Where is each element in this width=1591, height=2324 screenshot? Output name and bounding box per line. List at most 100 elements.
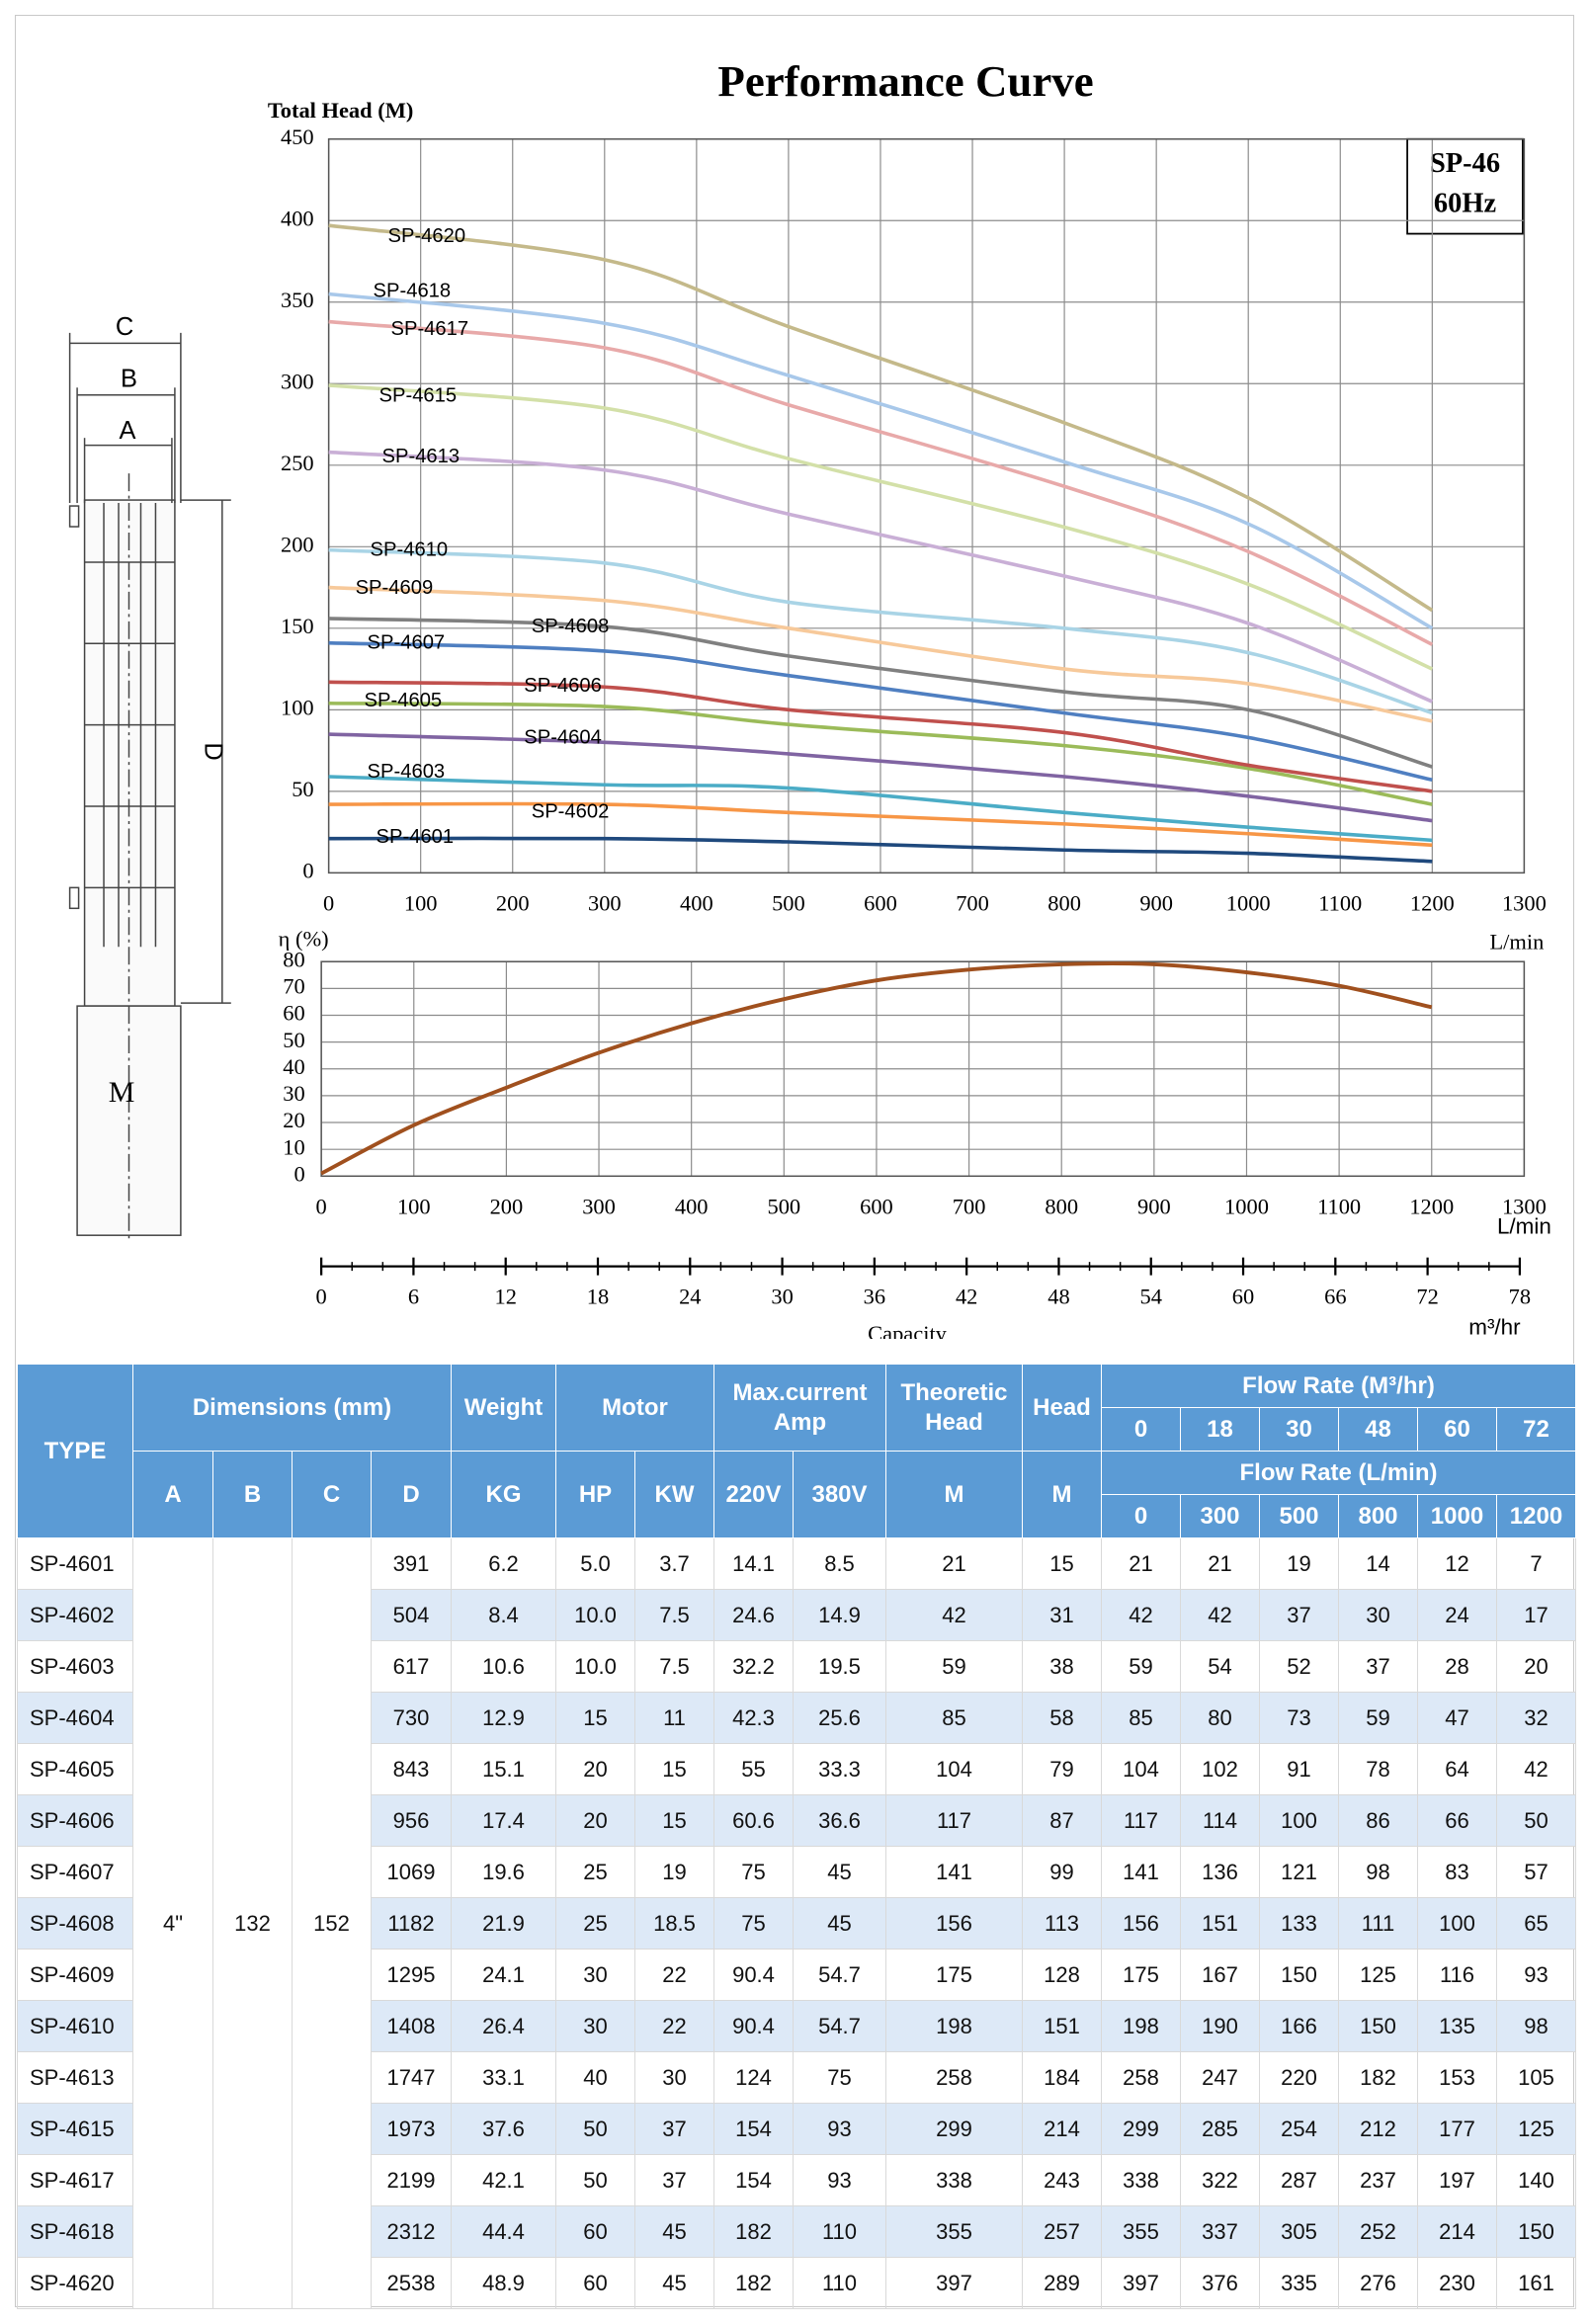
curve-label: SP-4613 bbox=[382, 446, 461, 467]
table-cell: 100 bbox=[1417, 1897, 1497, 1950]
table-cell: 11 bbox=[634, 1692, 714, 1744]
table-cell: 65 bbox=[1496, 1897, 1576, 1950]
header-cell: KG bbox=[451, 1451, 556, 1538]
table-cell: 166 bbox=[1259, 2000, 1339, 2052]
curve-label: SP-4602 bbox=[532, 800, 610, 822]
table-cell: SP-4615 bbox=[17, 2103, 133, 2155]
capacity-tick-label: 36 bbox=[864, 1285, 885, 1309]
header-cell: 220V bbox=[713, 1451, 794, 1538]
table-cell: 117 bbox=[1101, 1794, 1181, 1847]
table-cell: 252 bbox=[1338, 2205, 1418, 2258]
performance-charts: Performance Curve Total Head (M) L/min η… bbox=[68, 56, 1551, 1339]
y-axis-label: Total Head (M) bbox=[268, 98, 414, 123]
data-row: SP-4603 617 10.6 10.0 7.5 32.2 19.5 59 38 59 54 52 3… bbox=[17, 1640, 1576, 1693]
table-cell: 47 bbox=[1417, 1692, 1497, 1744]
table-cell: 956 bbox=[371, 1794, 452, 1847]
table-cell: 7.5 bbox=[634, 1589, 714, 1641]
table-cell: 93 bbox=[1496, 1949, 1576, 2001]
table-cell: 212 bbox=[1338, 2103, 1418, 2155]
table-cell: 98 bbox=[1496, 2000, 1576, 2052]
y-tick-label: 50 bbox=[283, 1028, 304, 1052]
table-cell: 114 bbox=[1180, 1794, 1260, 1847]
table-cell: 55 bbox=[713, 1743, 794, 1795]
table-cell: 54.7 bbox=[793, 1949, 886, 2001]
table-cell: 79 bbox=[1022, 1743, 1102, 1795]
table-cell: 1295 bbox=[371, 1949, 452, 2001]
capacity-tick-label: 12 bbox=[494, 1285, 516, 1309]
table-cell: 8.5 bbox=[793, 1537, 886, 1590]
y-tick-label: 300 bbox=[281, 369, 314, 393]
table-cell: 25.6 bbox=[793, 1692, 886, 1744]
table-cell: 59 bbox=[885, 1640, 1023, 1693]
table-cell: 141 bbox=[885, 1846, 1023, 1898]
table-cell: 12.9 bbox=[451, 1692, 556, 1744]
table-cell: 182 bbox=[1338, 2051, 1418, 2104]
table-cell: 87 bbox=[1022, 1794, 1102, 1847]
table-cell: 58 bbox=[1022, 1692, 1102, 1744]
table-cell: 8.4 bbox=[451, 1589, 556, 1641]
pump-body bbox=[83, 499, 176, 1007]
curve-label: SP-4617 bbox=[391, 318, 469, 340]
y-tick-label: 40 bbox=[283, 1054, 304, 1079]
table-cell: 22 bbox=[634, 2000, 714, 2052]
curve-label: SP-4620 bbox=[388, 225, 466, 247]
table-cell: 322 bbox=[1180, 2154, 1260, 2206]
y-tick-label: 10 bbox=[283, 1134, 304, 1159]
dimension-label: C bbox=[116, 313, 133, 341]
header-cell: 60 bbox=[1417, 1407, 1497, 1452]
table-cell: 161 bbox=[1496, 2257, 1576, 2309]
table-cell: 37 bbox=[634, 2154, 714, 2206]
model-label: SP-46 bbox=[1430, 148, 1500, 179]
table-cell: 3.7 bbox=[634, 1537, 714, 1590]
curve-label: SP-4603 bbox=[368, 761, 446, 783]
curve bbox=[328, 732, 1433, 823]
table-cell: 48.9 bbox=[451, 2257, 556, 2309]
table-cell: 42 bbox=[1496, 1743, 1576, 1795]
table-cell: 182 bbox=[713, 2257, 794, 2309]
merged-cell: 152 bbox=[292, 1537, 372, 2309]
table-cell: 12 bbox=[1417, 1537, 1497, 1590]
capacity-tick-label: 60 bbox=[1232, 1285, 1254, 1309]
x-tick-label: 200 bbox=[490, 1194, 524, 1218]
table-cell: 90.4 bbox=[713, 1949, 794, 2001]
y-tick-label: 200 bbox=[281, 532, 314, 556]
table-cell: 10.0 bbox=[555, 1589, 635, 1641]
table-cell: 40 bbox=[555, 2051, 635, 2104]
table-cell: 140 bbox=[1496, 2154, 1576, 2206]
curve bbox=[328, 450, 1434, 704]
table-cell: 31 bbox=[1022, 1589, 1102, 1641]
capacity-tick-label: 66 bbox=[1324, 1285, 1346, 1309]
table-cell: 36.6 bbox=[793, 1794, 886, 1847]
data-row: SP-4610 1408 26.4 30 22 90.4 54.7 198 151 198 190 1… bbox=[17, 2000, 1576, 2052]
table-cell: 843 bbox=[371, 1743, 452, 1795]
table-cell: 285 bbox=[1180, 2103, 1260, 2155]
table-cell: 7 bbox=[1496, 1537, 1576, 1590]
header-cell: D bbox=[371, 1451, 452, 1538]
table-cell: 289 bbox=[1022, 2257, 1102, 2309]
x-tick-label: 700 bbox=[956, 890, 989, 915]
table-cell: 73 bbox=[1259, 1692, 1339, 1744]
table-cell: 50 bbox=[555, 2154, 635, 2206]
table-cell: 30 bbox=[634, 2051, 714, 2104]
table-cell: SP-4601 bbox=[17, 1537, 133, 1590]
y-tick-label: 150 bbox=[281, 614, 314, 638]
table-cell: 305 bbox=[1259, 2205, 1339, 2258]
table-cell: SP-4617 bbox=[17, 2154, 133, 2206]
header-row: 0 300 500 800 1000 1200 bbox=[18, 1494, 1576, 1538]
table-cell: 19.6 bbox=[451, 1846, 556, 1898]
capacity-tick-label: 78 bbox=[1509, 1285, 1531, 1309]
header-cell: Dimensions (mm) bbox=[132, 1364, 452, 1452]
table-cell: 24 bbox=[1417, 1589, 1497, 1641]
table-cell: 184 bbox=[1022, 2051, 1102, 2104]
table-cell: 42 bbox=[1101, 1589, 1181, 1641]
table-cell: 30 bbox=[1338, 1589, 1418, 1641]
header-cell: KW bbox=[634, 1451, 714, 1538]
table-cell: 2199 bbox=[371, 2154, 452, 2206]
curve bbox=[328, 319, 1434, 646]
table-cell: 93 bbox=[793, 2154, 886, 2206]
x-tick-label: 600 bbox=[860, 1194, 893, 1218]
table-cell: 44.4 bbox=[451, 2205, 556, 2258]
table-cell: 167 bbox=[1180, 1949, 1260, 2001]
header-cell: 1200 bbox=[1496, 1494, 1576, 1538]
